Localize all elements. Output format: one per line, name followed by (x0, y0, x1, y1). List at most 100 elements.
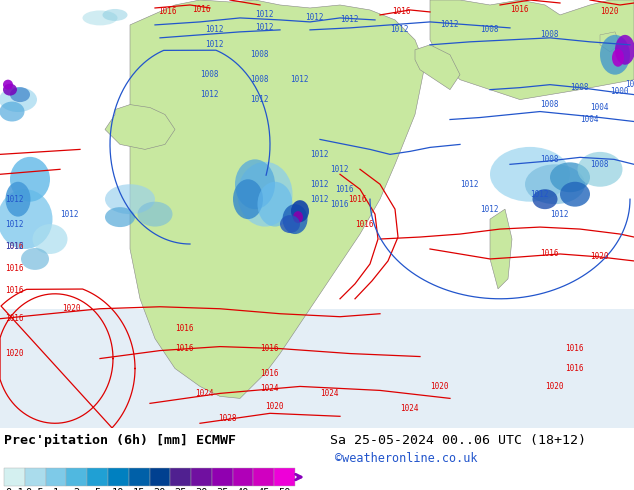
Text: 1012: 1012 (460, 180, 479, 189)
Text: Prec'pitation (6h) [mm] ECMWF: Prec'pitation (6h) [mm] ECMWF (4, 434, 236, 447)
Text: 1016: 1016 (540, 249, 559, 258)
Text: 1016: 1016 (392, 7, 410, 17)
Ellipse shape (550, 162, 590, 192)
Text: 0.5: 0.5 (26, 488, 44, 490)
Text: 1020: 1020 (5, 349, 23, 358)
Text: 1012: 1012 (310, 150, 328, 159)
Polygon shape (105, 104, 175, 149)
Polygon shape (490, 209, 512, 289)
Bar (25, 468, 46, 486)
Bar (275, 468, 295, 486)
Ellipse shape (525, 164, 585, 204)
Ellipse shape (612, 49, 624, 67)
Text: 50: 50 (278, 488, 291, 490)
Ellipse shape (138, 202, 172, 226)
Text: 1012: 1012 (255, 10, 273, 20)
Text: 1012: 1012 (310, 195, 328, 204)
Ellipse shape (600, 35, 630, 74)
Ellipse shape (82, 10, 117, 25)
Ellipse shape (533, 189, 557, 209)
Text: 1012: 1012 (205, 40, 224, 49)
Text: 1008: 1008 (590, 160, 609, 169)
Ellipse shape (578, 152, 623, 187)
Text: ©weatheronline.co.uk: ©weatheronline.co.uk (335, 452, 477, 465)
Text: 1012: 1012 (5, 243, 23, 251)
Text: 1008: 1008 (250, 75, 269, 84)
Text: 1008: 1008 (540, 155, 559, 164)
Text: 20: 20 (153, 488, 166, 490)
Polygon shape (430, 0, 634, 99)
Ellipse shape (103, 9, 127, 21)
Text: 1016: 1016 (5, 243, 23, 251)
Text: 1004: 1004 (590, 103, 609, 112)
Text: 1016: 1016 (5, 314, 23, 323)
Ellipse shape (6, 182, 30, 217)
Bar (233, 468, 254, 486)
Ellipse shape (3, 80, 13, 90)
Text: 1008: 1008 (480, 25, 498, 34)
Text: 1016: 1016 (5, 265, 23, 273)
Text: 1008: 1008 (540, 100, 559, 109)
Text: 1000: 1000 (610, 87, 628, 96)
Text: 1020: 1020 (600, 7, 619, 17)
Text: 1020: 1020 (545, 382, 564, 391)
Ellipse shape (0, 87, 37, 112)
Ellipse shape (10, 87, 30, 102)
Text: 25: 25 (174, 488, 187, 490)
Text: 10: 10 (112, 488, 124, 490)
Ellipse shape (233, 179, 263, 219)
Bar (254, 468, 275, 486)
Bar (4, 468, 25, 486)
Ellipse shape (615, 35, 634, 65)
Text: 35: 35 (216, 488, 228, 490)
Text: 1012: 1012 (60, 210, 79, 219)
Ellipse shape (238, 162, 292, 226)
Text: 1012: 1012 (200, 90, 219, 99)
Text: 1012: 1012 (310, 180, 328, 189)
Text: 1012: 1012 (480, 205, 498, 214)
Text: 1024: 1024 (260, 384, 278, 393)
Ellipse shape (105, 207, 135, 227)
Text: Sa 25-05-2024 00..06 UTC (18+12): Sa 25-05-2024 00..06 UTC (18+12) (330, 434, 586, 447)
Text: 1020: 1020 (62, 304, 81, 313)
Polygon shape (130, 0, 425, 398)
Text: 1016: 1016 (510, 5, 529, 15)
Text: 1016: 1016 (175, 344, 193, 353)
Bar (87, 468, 108, 486)
Ellipse shape (105, 184, 155, 214)
Text: 1000: 1000 (625, 80, 634, 89)
Text: 1016: 1016 (5, 286, 23, 295)
Text: 5: 5 (94, 488, 101, 490)
Ellipse shape (3, 84, 17, 96)
Text: 1008: 1008 (570, 83, 588, 92)
Ellipse shape (490, 147, 570, 202)
Text: 40: 40 (236, 488, 249, 490)
Text: 1024: 1024 (400, 404, 418, 413)
Ellipse shape (0, 101, 25, 122)
Bar (129, 468, 150, 486)
Text: 1012: 1012 (330, 165, 349, 174)
Text: 1020: 1020 (430, 382, 448, 391)
Ellipse shape (10, 157, 50, 202)
Text: 0.1: 0.1 (5, 488, 23, 490)
Polygon shape (415, 45, 460, 90)
Text: 1012: 1012 (530, 190, 548, 199)
Bar (212, 468, 233, 486)
Text: 1012: 1012 (205, 25, 224, 34)
Text: 1016: 1016 (260, 369, 278, 378)
Ellipse shape (280, 215, 300, 233)
Text: 1016: 1016 (175, 324, 193, 333)
Ellipse shape (257, 182, 292, 226)
Text: 1012: 1012 (390, 25, 408, 34)
Text: 1016: 1016 (192, 5, 210, 15)
Text: 1016: 1016 (330, 199, 349, 209)
Text: 1012: 1012 (5, 195, 23, 204)
Text: 1008: 1008 (250, 50, 269, 59)
Bar (150, 468, 171, 486)
Ellipse shape (560, 182, 590, 207)
Ellipse shape (291, 200, 309, 222)
Text: 1012: 1012 (255, 24, 273, 32)
Text: 1012: 1012 (305, 13, 323, 23)
Bar (171, 468, 191, 486)
Text: 1016: 1016 (260, 344, 278, 353)
